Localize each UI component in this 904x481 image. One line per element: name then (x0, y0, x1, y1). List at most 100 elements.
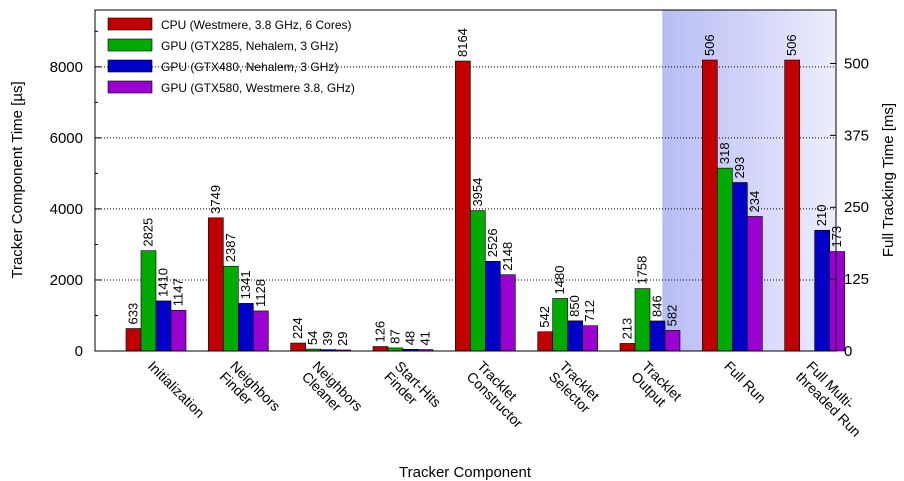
x-axis-title: Tracker Component (399, 464, 532, 481)
legend: CPU (Westmere, 3.8 GHz, 6 Cores) GPU (GTX… (107, 17, 355, 95)
legend-swatch (107, 17, 153, 31)
data-label: 318 (717, 142, 732, 164)
y2-tick-label: 375 (844, 127, 869, 144)
data-label: 846 (650, 295, 665, 317)
legend-swatch (107, 80, 153, 94)
data-label: 2387 (223, 233, 238, 262)
bar (567, 320, 583, 352)
data-label: 1147 (171, 278, 186, 306)
data-label: 3954 (470, 178, 485, 207)
bar (455, 60, 471, 352)
data-label: 39 (320, 331, 335, 345)
bar (732, 182, 748, 352)
category-label: Full Multi-threaded Run (793, 358, 875, 440)
bar (223, 265, 239, 352)
bar (619, 343, 636, 352)
legend-entry: GPU (GTX580, Westmere 3.8, GHz) (161, 81, 355, 95)
bar (717, 167, 733, 352)
data-label: 1341 (238, 270, 253, 299)
category-label: TrackletSelector (546, 358, 604, 416)
data-label: 850 (567, 295, 582, 317)
category-label: Full Run (721, 358, 769, 406)
data-label: 234 (747, 191, 762, 213)
bar (664, 330, 681, 352)
data-label: 2825 (141, 218, 156, 247)
data-label: 48 (403, 331, 418, 345)
legend-entry: CPU (Westmere, 3.8 GHz, 6 Cores) (161, 18, 352, 32)
bar (829, 251, 845, 352)
legend-swatch (107, 59, 153, 73)
data-label: 1128 (253, 279, 268, 307)
data-label: 54 (305, 331, 320, 345)
legend-entry: GPU (GTX480, Nehalem, 3 GHz) (161, 60, 338, 74)
bar (649, 320, 666, 352)
y-tick-label: 2000 (50, 272, 83, 289)
bar (814, 229, 830, 352)
bar (582, 325, 598, 352)
x-axis: Initialization NeighborsFinder NeighborsCl… (145, 358, 875, 440)
bar (634, 288, 651, 352)
bar (747, 216, 763, 352)
data-label: 506 (784, 34, 799, 56)
y2-tick-label: 125 (844, 271, 869, 288)
data-label: 633 (126, 303, 141, 325)
bar (372, 346, 389, 352)
bar (170, 309, 187, 352)
bar (784, 59, 800, 352)
data-label: 1480 (552, 266, 567, 295)
y-tick-label: 6000 (50, 130, 83, 147)
bar (470, 210, 486, 352)
left-y-axis: 0 2000 4000 6000 8000 (50, 30, 101, 360)
data-label: 213 (620, 318, 635, 340)
data-label: 542 (537, 306, 552, 328)
bar (500, 274, 516, 352)
bar (552, 298, 568, 352)
data-label: 8164 (455, 28, 470, 57)
y-tick-label: 8000 (50, 59, 83, 76)
y-tick-label: 4000 (50, 201, 83, 218)
category-label: NeighborsFinder (217, 358, 284, 425)
bar (140, 250, 157, 352)
legend-entry: GPU (GTX285, Nehalem, 3 GHz) (161, 39, 338, 53)
bar (238, 303, 254, 352)
category-label: TrackletOutput (628, 358, 685, 415)
bar (253, 310, 269, 352)
right-y-axis: 0 125 250 375 500 (830, 55, 869, 360)
bar (702, 59, 718, 352)
category-label-line: Full Run (721, 358, 769, 406)
legend-swatch (107, 38, 153, 52)
data-label: 126 (373, 321, 388, 343)
category-label: TrackletConstructor (464, 358, 537, 431)
data-label: 41 (418, 331, 433, 345)
data-label: 2148 (500, 242, 515, 271)
bars-group (125, 59, 845, 352)
category-label: NeighborsCleaner (299, 358, 366, 425)
data-label: 582 (665, 305, 680, 327)
y2-tick-label: 250 (844, 199, 869, 216)
category-label: Initialization (145, 358, 208, 421)
data-label: 1758 (635, 256, 650, 285)
data-label: 1410 (156, 268, 171, 297)
data-label: 2526 (485, 228, 500, 257)
data-label: 3749 (208, 185, 223, 214)
y2-tick-label: 0 (844, 343, 852, 360)
data-label: 293 (732, 157, 747, 179)
bar (155, 300, 172, 352)
y-axis-title: Tracker Component Time [µs] (9, 81, 26, 278)
bar (290, 342, 306, 352)
data-label: 224 (290, 317, 305, 339)
plot-frame (94, 9, 837, 352)
data-label: 87 (388, 329, 403, 343)
bar (485, 260, 501, 352)
bar (208, 217, 224, 352)
y2-tick-label: 500 (844, 55, 869, 72)
data-label: 173 (829, 226, 844, 248)
bar (125, 328, 142, 352)
data-label: 29 (335, 332, 350, 346)
y2-axis-title: Full Tracking Time [ms] (880, 103, 897, 257)
y-tick-label: 0 (75, 343, 83, 360)
data-label: 506 (702, 34, 717, 56)
category-label: Start-HitsFinder (381, 358, 444, 421)
bar (537, 331, 553, 352)
